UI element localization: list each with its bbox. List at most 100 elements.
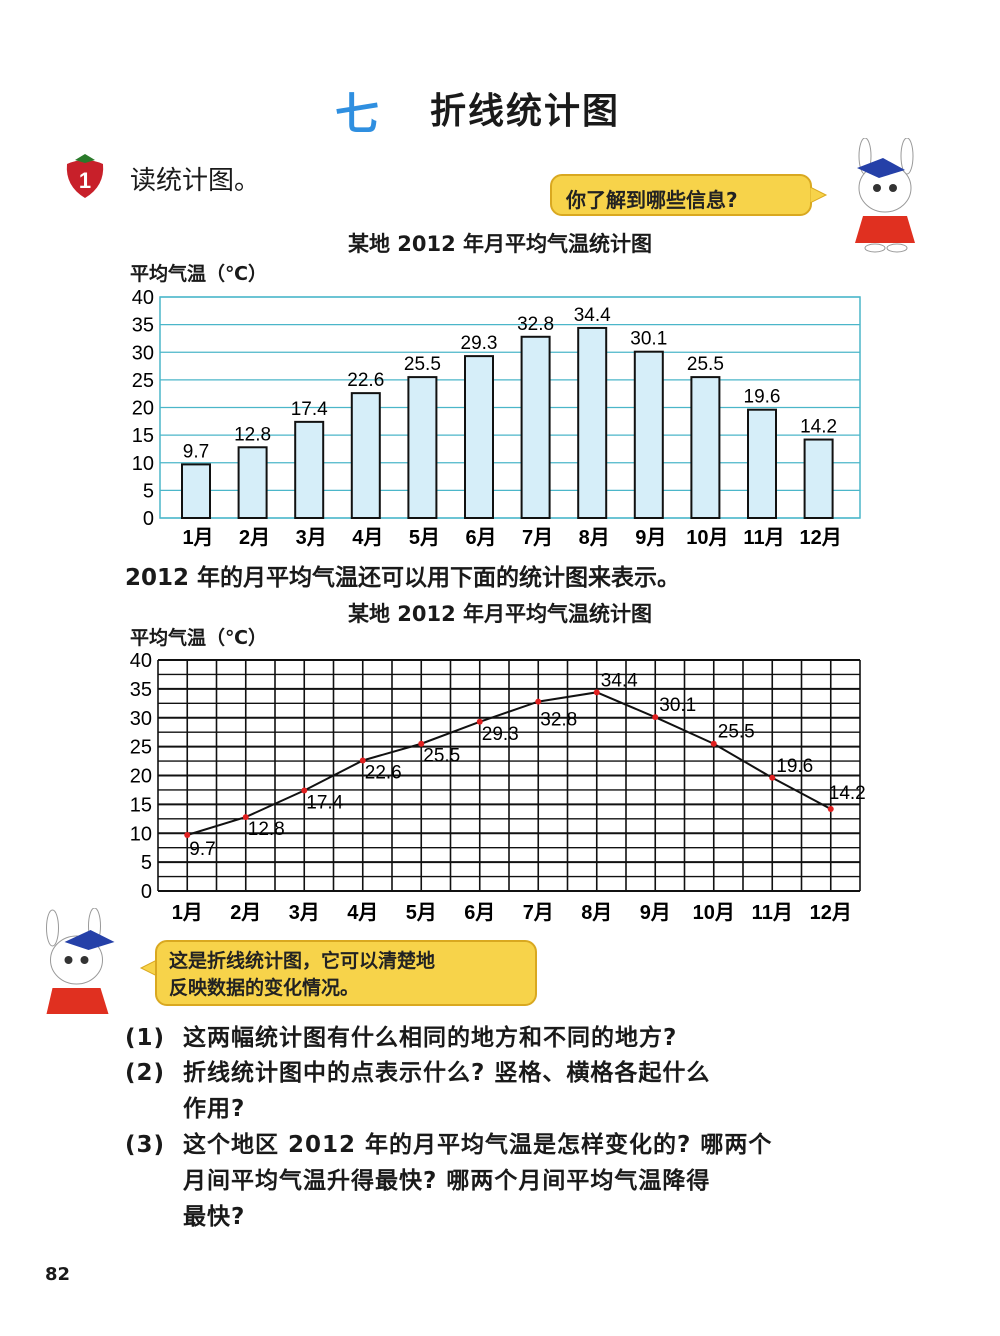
page-number: 82 — [45, 1264, 71, 1285]
x-tick-label: 2月 — [230, 902, 261, 924]
data-point — [769, 774, 776, 781]
data-label: 22.6 — [365, 762, 402, 783]
y-tick-label: 0 — [141, 881, 152, 903]
y-tick-label: 30 — [130, 708, 152, 730]
data-label: 12.8 — [234, 424, 271, 445]
data-label: 29.3 — [482, 724, 519, 745]
line-chart-title: 某地 2012 年月平均气温统计图 — [347, 602, 653, 626]
data-label: 30.1 — [659, 695, 696, 716]
x-tick-label: 12月 — [810, 902, 852, 924]
strawberry-badge-icon: 1 — [66, 154, 104, 198]
bubble-line: 这是折线统计图，它可以清楚地 — [169, 950, 436, 972]
data-label: 25.5 — [404, 354, 441, 375]
y-tick-label: 15 — [132, 425, 154, 447]
data-point — [242, 814, 249, 821]
x-tick-label: 8月 — [579, 527, 610, 549]
x-tick-label: 3月 — [296, 527, 327, 549]
x-tick-label: 3月 — [289, 902, 320, 924]
data-label: 32.8 — [540, 710, 577, 731]
x-tick-label: 1月 — [172, 902, 203, 924]
bar — [181, 463, 211, 519]
x-tick-label: 10月 — [693, 902, 735, 924]
y-tick-label: 0 — [143, 508, 154, 530]
data-label: 22.6 — [347, 370, 384, 391]
data-label: 17.4 — [291, 399, 328, 420]
bar — [633, 350, 664, 520]
x-tick-label: 11月 — [743, 527, 784, 549]
x-tick-label: 5月 — [409, 527, 440, 549]
data-point — [184, 831, 191, 838]
rabbit-mascot-icon — [855, 138, 915, 253]
speech-bubble-bottom: 这是折线统计图，它可以清楚地 反映数据的变化情况。 — [155, 940, 537, 1006]
chapter-number: 七 — [335, 89, 379, 140]
series-line — [186, 691, 832, 836]
data-label: 32.8 — [517, 314, 554, 335]
y-tick-label: 35 — [130, 679, 152, 701]
x-tick-label: 9月 — [635, 527, 666, 549]
y-tick-label: 5 — [143, 480, 154, 502]
data-label: 14.2 — [829, 783, 866, 804]
x-tick-label: 9月 — [640, 902, 671, 924]
data-point — [359, 757, 366, 764]
y-tick-label: 40 — [132, 287, 154, 309]
data-point — [652, 714, 659, 721]
data-label: 12.8 — [248, 819, 285, 840]
x-tick-label: 2月 — [239, 527, 270, 549]
data-label: 25.5 — [718, 722, 755, 743]
y-tick-label: 30 — [132, 342, 154, 364]
y-tick-label: 20 — [130, 766, 152, 788]
data-point — [535, 698, 542, 705]
question-3: (3) 这个地区 2012 年的月平均气温是怎样变化的? 哪两个 月间平均气温升得… — [125, 1132, 773, 1230]
y-tick-label: 20 — [132, 398, 154, 420]
y-tick-label: 25 — [130, 737, 152, 759]
x-tick-label: 7月 — [523, 902, 554, 924]
intro-sentence: 2012 年的月平均气温还可以用下面的统计图来表示。 — [125, 565, 681, 591]
data-label: 25.5 — [687, 354, 724, 375]
x-tick-label: 4月 — [352, 527, 383, 549]
question-1: (1) 这两幅统计图有什么相同的地方和不同的地方? — [125, 1025, 678, 1051]
bar — [294, 420, 325, 520]
data-label: 17.4 — [306, 793, 343, 814]
bar — [407, 376, 438, 519]
bubble-line: 反映数据的变化情况。 — [169, 977, 360, 999]
x-tick-label: 6月 — [464, 902, 495, 924]
x-tick-label: 8月 — [581, 902, 612, 924]
bar-chart-ylabel: 平均气温（℃） — [130, 263, 268, 285]
data-label: 34.4 — [601, 670, 638, 691]
y-tick-label: 15 — [130, 794, 152, 816]
bar-chart-title: 某地 2012 年月平均气温统计图 — [347, 232, 653, 256]
y-tick-label: 35 — [132, 315, 154, 337]
y-tick-label: 25 — [132, 370, 154, 392]
chapter-title: 折线统计图 — [430, 91, 621, 132]
x-tick-label: 7月 — [522, 527, 553, 549]
x-tick-label: 4月 — [347, 902, 378, 924]
data-label: 34.4 — [574, 305, 611, 326]
y-tick-label: 5 — [141, 852, 152, 874]
data-point — [476, 718, 483, 725]
data-label: 25.5 — [423, 746, 460, 767]
data-point — [418, 740, 425, 747]
data-point — [710, 740, 717, 747]
x-tick-label: 1月 — [182, 527, 213, 549]
bubble-tail — [139, 959, 157, 977]
x-tick-label: 11月 — [752, 902, 793, 924]
bar — [464, 355, 494, 520]
data-point — [593, 689, 600, 696]
line-chart: 0 5 10 15 20 25 30 35 40 9.7 1月 12.8 2月 17.4 3月 22.6 4月 2… — [130, 650, 866, 924]
data-point — [301, 787, 308, 794]
bubble-tail — [810, 186, 828, 204]
data-label: 14.2 — [800, 417, 837, 438]
data-point — [827, 805, 834, 812]
question-2: (2) 折线统计图中的点表示什么? 竖格、横格各起什么 作用? — [125, 1060, 711, 1122]
bar — [803, 438, 834, 519]
line-chart-ylabel: 平均气温（℃） — [130, 627, 268, 649]
x-tick-label: 6月 — [465, 527, 496, 549]
bar — [237, 446, 268, 519]
bar — [350, 392, 381, 519]
data-label: 29.3 — [461, 333, 498, 354]
rabbit-mascot-icon — [46, 908, 115, 1014]
y-tick-label: 10 — [130, 823, 152, 845]
x-tick-label: 5月 — [406, 902, 437, 924]
data-label: 9.7 — [183, 441, 209, 462]
bar — [577, 326, 608, 519]
